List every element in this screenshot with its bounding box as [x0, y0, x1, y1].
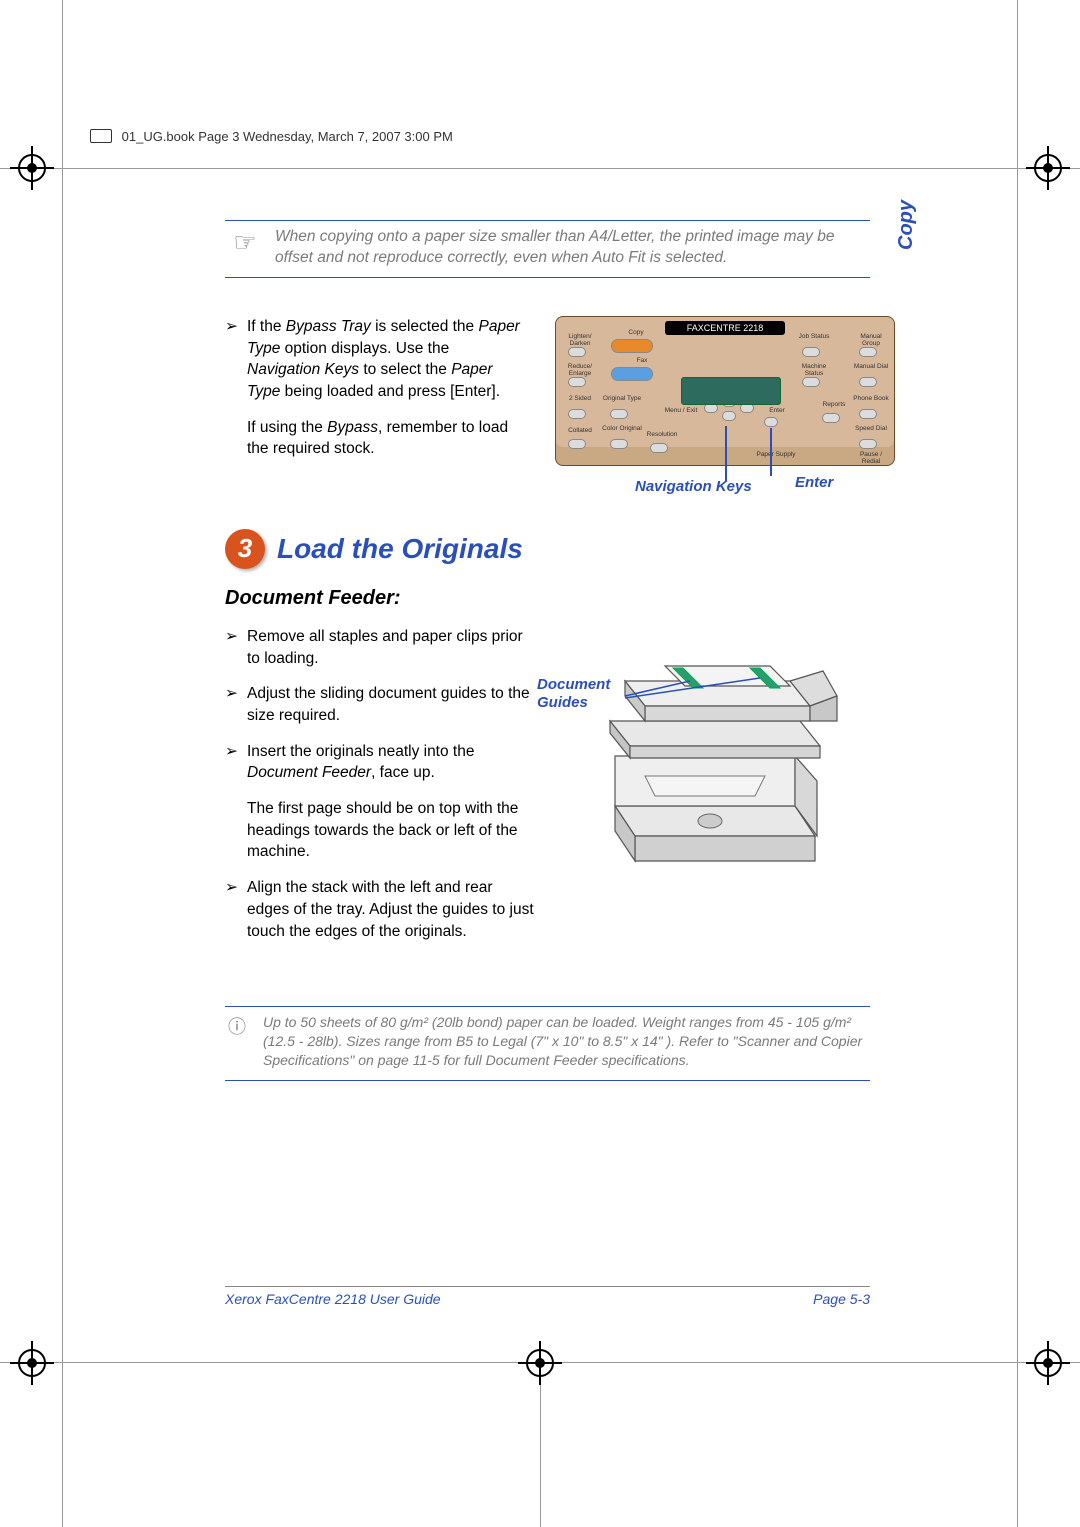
crop-mark-right: [1034, 154, 1062, 182]
panel-button: [859, 347, 877, 357]
page-header: 01_UG.book Page 3 Wednesday, March 7, 20…: [90, 127, 453, 144]
bullet-arrow-icon: ➢: [225, 741, 239, 784]
nav-keys-caption: Navigation Keys: [635, 478, 752, 495]
panel-button: [802, 377, 820, 387]
page-footer: Xerox FaxCentre 2218 User Guide Page 5-3: [225, 1286, 870, 1307]
callout-line: [725, 426, 727, 481]
copy-button: [611, 339, 653, 353]
feeder-bullet-4: ➢ Align the stack with the left and rear…: [225, 877, 535, 942]
callout-line: [770, 428, 772, 476]
feeder-bullet-2: ➢ Adjust the sliding document guides to …: [225, 683, 535, 726]
panel-button: [568, 439, 586, 449]
header-text: 01_UG.book Page 3 Wednesday, March 7, 20…: [122, 129, 453, 144]
book-icon: [90, 129, 112, 143]
step-title: Load the Originals: [277, 533, 523, 565]
step-header: 3 Load the Originals: [225, 529, 870, 569]
panel-lcd-screen: [681, 377, 781, 405]
bullet-arrow-icon: ➢: [225, 683, 239, 726]
panel-button: [568, 409, 586, 419]
side-tab-copy: Copy: [895, 200, 918, 250]
panel-model-label: FAXCENTRE 2218: [665, 321, 785, 335]
bullet-arrow-icon: ➢: [225, 316, 239, 403]
feeder-bullet-3: ➢ Insert the originals neatly into the D…: [225, 741, 535, 784]
panel-button: [610, 439, 628, 449]
step-number-badge: 3: [225, 529, 265, 569]
crop-mark-bottom-center: [526, 1349, 554, 1377]
info-text: Up to 50 sheets of 80 g/m² (20lb bond) p…: [263, 1013, 870, 1070]
panel-button: [610, 409, 628, 419]
panel-button: [568, 347, 586, 357]
bullet-arrow-icon: ➢: [225, 626, 239, 669]
nav-down-button: [722, 411, 736, 421]
panel-button: [859, 377, 877, 387]
bullet-arrow-icon: ➢: [225, 877, 239, 942]
crop-mark-left: [18, 154, 46, 182]
feeder-section: ➢ Remove all staples and paper clips pri…: [225, 626, 870, 956]
enter-button: [764, 417, 778, 427]
panel-button: [859, 439, 877, 449]
footer-right: Page 5-3: [813, 1291, 870, 1307]
document-guides-label: Document Guides: [537, 676, 610, 712]
page-content: ☞ When copying onto a paper size smaller…: [225, 220, 870, 1081]
crop-mark-bottom-right: [1034, 1349, 1062, 1377]
panel-button: [650, 443, 668, 453]
bypass-after-text: If using the Bypass, remember to load th…: [247, 417, 525, 460]
panel-button: [822, 413, 840, 423]
crop-mark-bottom-left: [18, 1349, 46, 1377]
panel-button: [859, 409, 877, 419]
enter-caption: Enter: [795, 474, 833, 491]
bypass-section: ➢ If the Bypass Tray is selected the Pap…: [225, 316, 870, 474]
bypass-bullet-1: ➢ If the Bypass Tray is selected the Pap…: [225, 316, 525, 403]
panel-button: [568, 377, 586, 387]
feeder-bullet-1: ➢ Remove all staples and paper clips pri…: [225, 626, 535, 669]
info-icon: ⓘ: [225, 1013, 249, 1070]
info-block: ⓘ Up to 50 sheets of 80 g/m² (20lb bond)…: [225, 1006, 870, 1081]
pointing-hand-icon: ☞: [225, 227, 265, 269]
document-feeder-subtitle: Document Feeder:: [225, 587, 870, 610]
note-block: ☞ When copying onto a paper size smaller…: [225, 220, 870, 278]
printer-illustration: [555, 626, 855, 886]
panel-button: [802, 347, 820, 357]
footer-left: Xerox FaxCentre 2218 User Guide: [225, 1291, 441, 1307]
feeder-bullet-3-after: The first page should be on top with the…: [247, 798, 535, 863]
fax-button: [611, 367, 653, 381]
note-text: When copying onto a paper size smaller t…: [275, 227, 870, 269]
